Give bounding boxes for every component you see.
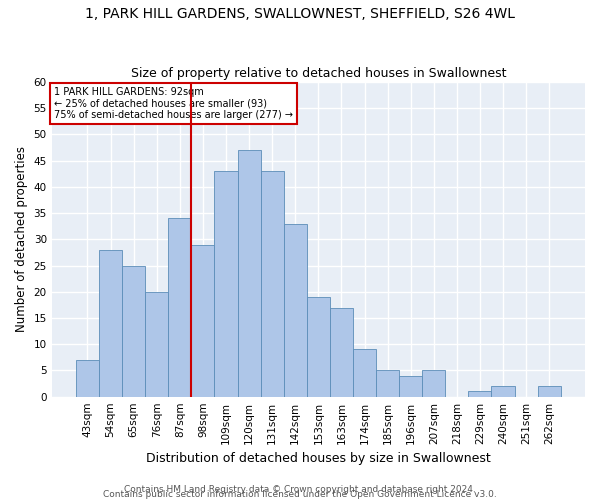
Bar [260,171,284,396]
Bar [491,386,515,396]
Bar [168,218,191,396]
Bar [99,250,122,396]
Bar [214,171,238,396]
Bar [353,350,376,397]
Bar [376,370,399,396]
Bar [399,376,422,396]
Bar [330,308,353,396]
Text: 1 PARK HILL GARDENS: 92sqm
← 25% of detached houses are smaller (93)
75% of semi: 1 PARK HILL GARDENS: 92sqm ← 25% of deta… [55,87,293,120]
Text: 1, PARK HILL GARDENS, SWALLOWNEST, SHEFFIELD, S26 4WL: 1, PARK HILL GARDENS, SWALLOWNEST, SHEFF… [85,8,515,22]
Y-axis label: Number of detached properties: Number of detached properties [15,146,28,332]
Bar [422,370,445,396]
Bar [191,244,214,396]
Text: Contains HM Land Registry data © Crown copyright and database right 2024.: Contains HM Land Registry data © Crown c… [124,485,476,494]
Bar [76,360,99,397]
Bar [538,386,561,396]
Bar [122,266,145,396]
Bar [238,150,260,396]
Bar [469,392,491,396]
Text: Contains public sector information licensed under the Open Government Licence v3: Contains public sector information licen… [103,490,497,499]
Bar [307,297,330,396]
X-axis label: Distribution of detached houses by size in Swallownest: Distribution of detached houses by size … [146,452,491,465]
Bar [284,224,307,396]
Bar [145,292,168,397]
Title: Size of property relative to detached houses in Swallownest: Size of property relative to detached ho… [131,66,506,80]
